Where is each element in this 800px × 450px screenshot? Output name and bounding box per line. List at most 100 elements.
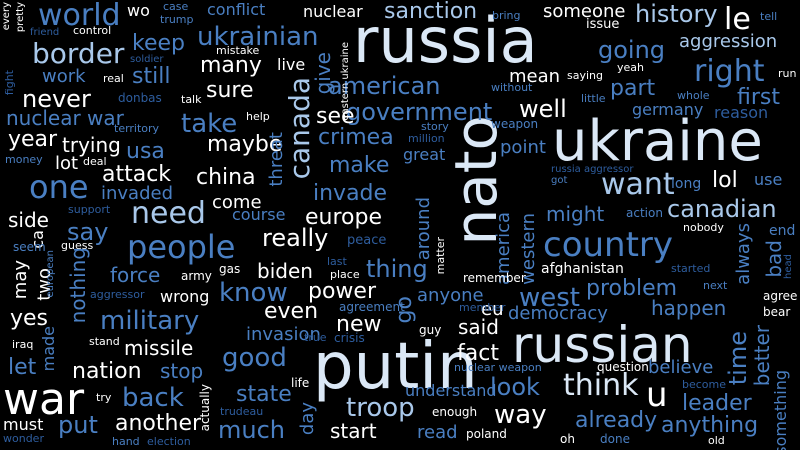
cloud-word: happen bbox=[651, 296, 727, 320]
cloud-word: member bbox=[459, 301, 506, 314]
cloud-word: still bbox=[132, 64, 171, 89]
cloud-word: history bbox=[635, 0, 718, 28]
cloud-word: point bbox=[500, 137, 546, 158]
cloud-word: look bbox=[490, 373, 540, 401]
cloud-word: nobody bbox=[683, 221, 724, 234]
cloud-word: matter bbox=[434, 237, 447, 275]
cloud-word: lol bbox=[712, 168, 738, 193]
cloud-word: new bbox=[336, 312, 382, 337]
cloud-word: story bbox=[421, 120, 449, 133]
cloud-word: nation bbox=[72, 359, 142, 384]
cloud-word: even bbox=[264, 299, 319, 324]
cloud-word: wo bbox=[127, 1, 150, 20]
cloud-word: aggression bbox=[679, 31, 778, 52]
cloud-word: nuclear war bbox=[6, 106, 124, 130]
cloud-word: china bbox=[196, 165, 256, 190]
cloud-word: putin bbox=[313, 330, 478, 404]
cloud-word: know bbox=[219, 278, 288, 308]
cloud-word: end bbox=[769, 223, 796, 239]
cloud-word: bring bbox=[492, 9, 521, 22]
cloud-word: made bbox=[39, 326, 58, 372]
cloud-word: money bbox=[5, 153, 43, 166]
cloud-word: weapon bbox=[491, 117, 539, 131]
cloud-word: leader bbox=[682, 391, 752, 416]
cloud-word: use bbox=[754, 170, 783, 189]
cloud-word: may bbox=[10, 260, 31, 300]
cloud-word: canada bbox=[283, 77, 316, 180]
cloud-word: another bbox=[115, 411, 202, 436]
cloud-word: say bbox=[67, 218, 109, 246]
cloud-word: guess bbox=[61, 239, 94, 252]
cloud-word: peace bbox=[347, 233, 387, 248]
cloud-word: afghanistan bbox=[541, 261, 624, 277]
cloud-word: reason bbox=[714, 103, 769, 122]
cloud-word: fight bbox=[3, 70, 16, 96]
cloud-word: live bbox=[277, 55, 306, 74]
cloud-word: yeah bbox=[617, 61, 644, 74]
cloud-word: control bbox=[73, 24, 112, 37]
cloud-word: war bbox=[3, 374, 85, 425]
cloud-word: maybe bbox=[207, 132, 283, 157]
cloud-word: donbas bbox=[118, 91, 162, 105]
cloud-word: stop bbox=[160, 359, 204, 383]
cloud-word: day bbox=[297, 402, 318, 436]
cloud-word: eastern ukraine bbox=[340, 42, 351, 121]
cloud-word: american bbox=[328, 72, 441, 100]
cloud-word: lot bbox=[55, 153, 79, 174]
cloud-word: army bbox=[181, 269, 212, 283]
cloud-word: stand bbox=[89, 335, 120, 348]
cloud-word: place bbox=[330, 268, 360, 281]
cloud-word: hand bbox=[112, 435, 140, 448]
cloud-word: trying bbox=[62, 133, 121, 157]
cloud-word: fact bbox=[457, 341, 499, 366]
cloud-word: european bbox=[45, 250, 56, 298]
cloud-word: friend bbox=[30, 27, 60, 38]
cloud-word: enough bbox=[432, 405, 478, 419]
cloud-word: work bbox=[42, 66, 86, 87]
cloud-word: whole bbox=[677, 89, 710, 102]
cloud-word: military bbox=[100, 306, 200, 336]
cloud-word: saying bbox=[567, 69, 603, 82]
cloud-word: invasion bbox=[246, 324, 321, 345]
cloud-word: give bbox=[311, 52, 335, 95]
cloud-word: actually bbox=[198, 384, 212, 432]
cloud-word: make bbox=[329, 153, 390, 178]
cloud-word: le bbox=[724, 2, 751, 37]
cloud-word: seem bbox=[13, 240, 46, 254]
cloud-word: mistake bbox=[216, 44, 260, 57]
cloud-word: remember bbox=[463, 271, 526, 285]
cloud-word: mean bbox=[509, 66, 561, 87]
cloud-word: missile bbox=[124, 336, 194, 360]
cloud-word: troop bbox=[346, 393, 415, 423]
cloud-word: russian bbox=[512, 316, 693, 374]
cloud-word: agreement bbox=[339, 300, 405, 314]
cloud-word: government bbox=[346, 98, 493, 126]
cloud-word: usa bbox=[126, 139, 165, 164]
cloud-word: support bbox=[68, 203, 111, 216]
cloud-word: going bbox=[598, 36, 666, 64]
cloud-word: many bbox=[200, 53, 262, 78]
cloud-word: head bbox=[783, 254, 794, 279]
cloud-word: long bbox=[671, 176, 702, 192]
cloud-word: already bbox=[575, 408, 658, 433]
cloud-word: world bbox=[38, 0, 121, 33]
cloud-word: state bbox=[236, 382, 292, 407]
cloud-word: conflict bbox=[207, 0, 266, 19]
cloud-word: need bbox=[131, 196, 206, 231]
cloud-word: wonder bbox=[3, 432, 44, 445]
cloud-word: thing bbox=[366, 255, 428, 283]
cloud-word: oh bbox=[560, 432, 575, 446]
cloud-word: much bbox=[218, 416, 285, 444]
cloud-word: territory bbox=[114, 122, 160, 135]
cloud-word: europe bbox=[305, 205, 382, 230]
cloud-word: action bbox=[626, 206, 663, 220]
cloud-word: sanction bbox=[384, 0, 478, 24]
cloud-word: got bbox=[551, 175, 568, 186]
cloud-word: always bbox=[733, 223, 754, 285]
cloud-word: believe bbox=[648, 357, 714, 378]
cloud-word: think bbox=[563, 368, 639, 403]
cloud-word: people bbox=[127, 228, 236, 266]
cloud-word: force bbox=[110, 263, 161, 287]
cloud-word: last bbox=[327, 255, 347, 268]
